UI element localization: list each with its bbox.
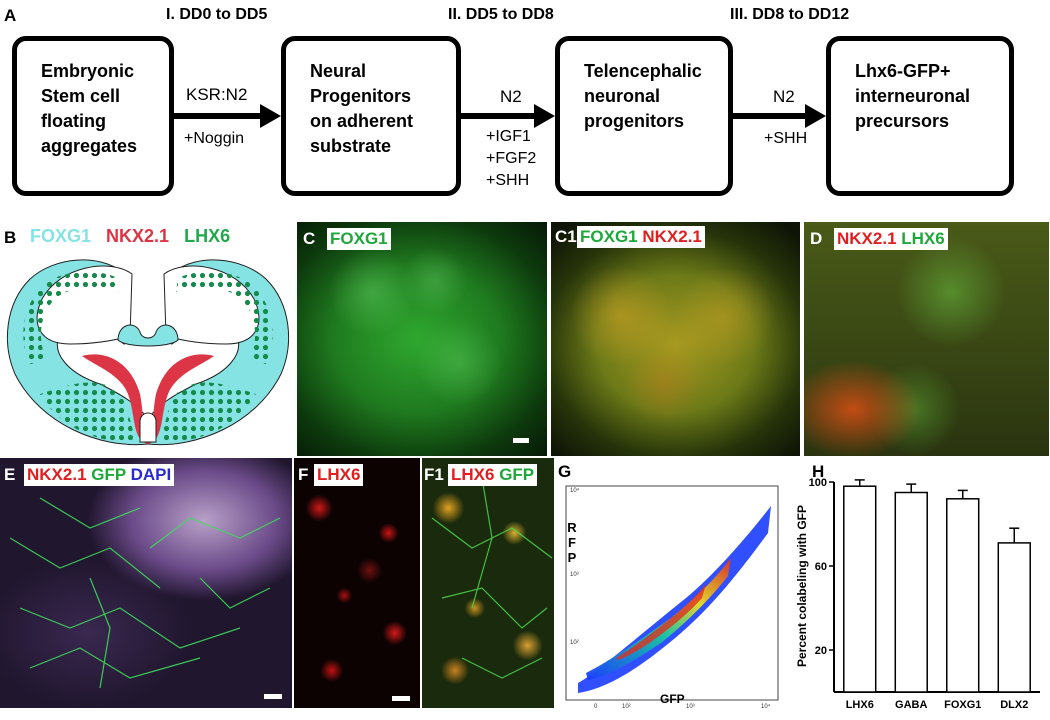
arrow-3 xyxy=(733,104,826,128)
condition-1-medium: KSR:N2 xyxy=(186,85,248,104)
condition-3-additives: +SHH xyxy=(764,130,808,147)
stage-box-esc: Embryonic Stem cell floating aggregates xyxy=(12,36,174,196)
scale-bar-f xyxy=(392,696,410,701)
stage-box-lhx6-precursors: Lhx6-GFP+ interneuronal precursors xyxy=(826,36,1014,196)
plot-frame xyxy=(565,485,779,701)
condition-3-medium: N2 xyxy=(773,87,795,106)
bar xyxy=(997,542,1031,693)
y-tick-1: 10⁴ xyxy=(570,487,580,494)
condition-2-additives: +IGF1 +FGF2 +SHH xyxy=(486,128,537,189)
tag-c: FOXG1 xyxy=(327,228,391,250)
tag-c1-foxg1: FOXG1 xyxy=(580,227,638,246)
y-tick-2: 10³ xyxy=(570,572,579,578)
bar xyxy=(843,485,877,693)
x-tick-1: 0 xyxy=(594,704,598,710)
panel-label-c1: C1 xyxy=(555,227,577,246)
tag-d-nkx21: NKX2.1 xyxy=(837,229,897,248)
condition-2-medium: N2 xyxy=(500,87,522,106)
flow-y-label: RFP xyxy=(567,520,577,565)
neurite-overlay-e xyxy=(9,497,281,689)
stage-text-neural-progenitors: Neural Progenitors on adherent substrate xyxy=(310,61,414,156)
y-tick-label: 100 xyxy=(809,477,827,489)
micrograph-c: C FOXG1 xyxy=(297,222,547,456)
neurite-overlay-f1 xyxy=(431,477,553,679)
tag-e-nkx21: NKX2.1 xyxy=(27,465,87,484)
scale-bar-e xyxy=(264,694,282,699)
micrograph-d: D NKX2.1 LHX6 xyxy=(804,222,1049,456)
arrow-1 xyxy=(174,104,281,128)
legend-foxg1: FOXG1 xyxy=(30,226,92,246)
y-tick-label: 20 xyxy=(815,645,827,657)
tag-f1-gfp: GFP xyxy=(494,465,535,484)
stage-text-telencephalic: Telencephalic neuronal progenitors xyxy=(584,61,702,131)
arrow-2 xyxy=(461,104,555,128)
density-inner xyxy=(586,558,731,680)
x-tick-4: 10⁴ xyxy=(761,703,771,710)
phase-label-3: III. DD8 to DD12 xyxy=(730,6,850,23)
bar xyxy=(946,498,980,693)
bar-chart-h: Percent colabeling with GFP 20 60 100 LHX6… xyxy=(795,477,1040,711)
tag-e-gfp: GFP xyxy=(86,465,126,484)
stage-box-telencephalic: Telencephalic neuronal progenitors xyxy=(555,36,733,196)
stage-box-neural-progenitors: Neural Progenitors on adherent substrate xyxy=(281,36,461,196)
panel-label-g: G xyxy=(558,462,572,481)
micrograph-e: E NKX2.1 GFP DAPI xyxy=(0,458,292,708)
micrograph-f1: F1 LHX6 GFP xyxy=(422,458,554,708)
category-label: GABA xyxy=(895,699,927,711)
legend-nkx21: NKX2.1 xyxy=(106,226,170,246)
bar-chart-y-label: Percent colabeling with GFP xyxy=(795,505,809,667)
x-tick-2: 10² xyxy=(622,704,631,710)
category-label: LHX6 xyxy=(846,699,874,711)
condition-1-additives: +Noggin xyxy=(184,130,245,147)
micrograph-f: F LHX6 xyxy=(294,458,420,708)
stage-text-lhx6-precursors: Lhx6-GFP+ interneuronal precursors xyxy=(855,61,971,131)
y-tick-label: 60 xyxy=(815,561,827,573)
legend-lhx6: LHX6 xyxy=(184,226,231,246)
phase-label-2: II. DD5 to DD8 xyxy=(448,6,554,23)
x-tick-3: 10³ xyxy=(686,704,695,710)
panel-label-f1: F1 xyxy=(424,465,444,484)
panel-label-f: F xyxy=(298,465,309,484)
scale-bar-c xyxy=(513,438,529,443)
bar xyxy=(894,491,928,693)
tag-d: NKX2.1 LHX6 xyxy=(834,228,948,250)
panel-label-d: D xyxy=(810,229,823,248)
flow-x-label: GFP xyxy=(660,692,685,706)
tag-d-lhx6: LHX6 xyxy=(896,229,945,248)
tag-f1: LHX6 GFP xyxy=(448,464,538,486)
panel-label-c: C xyxy=(303,229,316,248)
panel-label-e: E xyxy=(4,465,16,484)
brain-schematic xyxy=(6,259,290,446)
tag-f-lhx6: LHX6 xyxy=(317,465,361,484)
phase-label-1: I. DD0 to DD5 xyxy=(166,6,268,23)
tag-c1-nkx21: NKX2.1 xyxy=(637,227,702,246)
flow-arrows xyxy=(174,104,826,128)
tag-f1-lhx6: LHX6 xyxy=(451,465,495,484)
category-label: FOXG1 xyxy=(944,699,981,711)
tag-c1: FOXG1 NKX2.1 xyxy=(577,226,705,248)
panel-label-a: A xyxy=(4,6,17,25)
micrograph-c1: C1 FOXG1 NKX2.1 xyxy=(551,222,800,456)
legend-b: FOXG1 NKX2.1 LHX6 xyxy=(30,226,230,247)
tag-e: NKX2.1 GFP DAPI xyxy=(24,464,175,486)
tag-f: LHX6 xyxy=(314,464,364,486)
tag-e-dapi: DAPI xyxy=(125,465,172,484)
y-tick-3: 10² xyxy=(570,640,579,646)
category-label: DLX2 xyxy=(1000,699,1028,711)
tag-c-foxg1: FOXG1 xyxy=(330,229,388,248)
stage-text-esc: Embryonic Stem cell floating aggregates xyxy=(41,61,138,156)
panel-label-h: H xyxy=(812,462,825,481)
flow-plot-g: 10⁴ 10³ 10² 0 10² 10³ 10⁴ xyxy=(565,485,779,710)
density-core xyxy=(616,584,706,660)
panel-label-b: B xyxy=(4,228,17,247)
bar-chart-bars: LHX6 GABA FOXG1 DLX2 xyxy=(843,479,1031,711)
